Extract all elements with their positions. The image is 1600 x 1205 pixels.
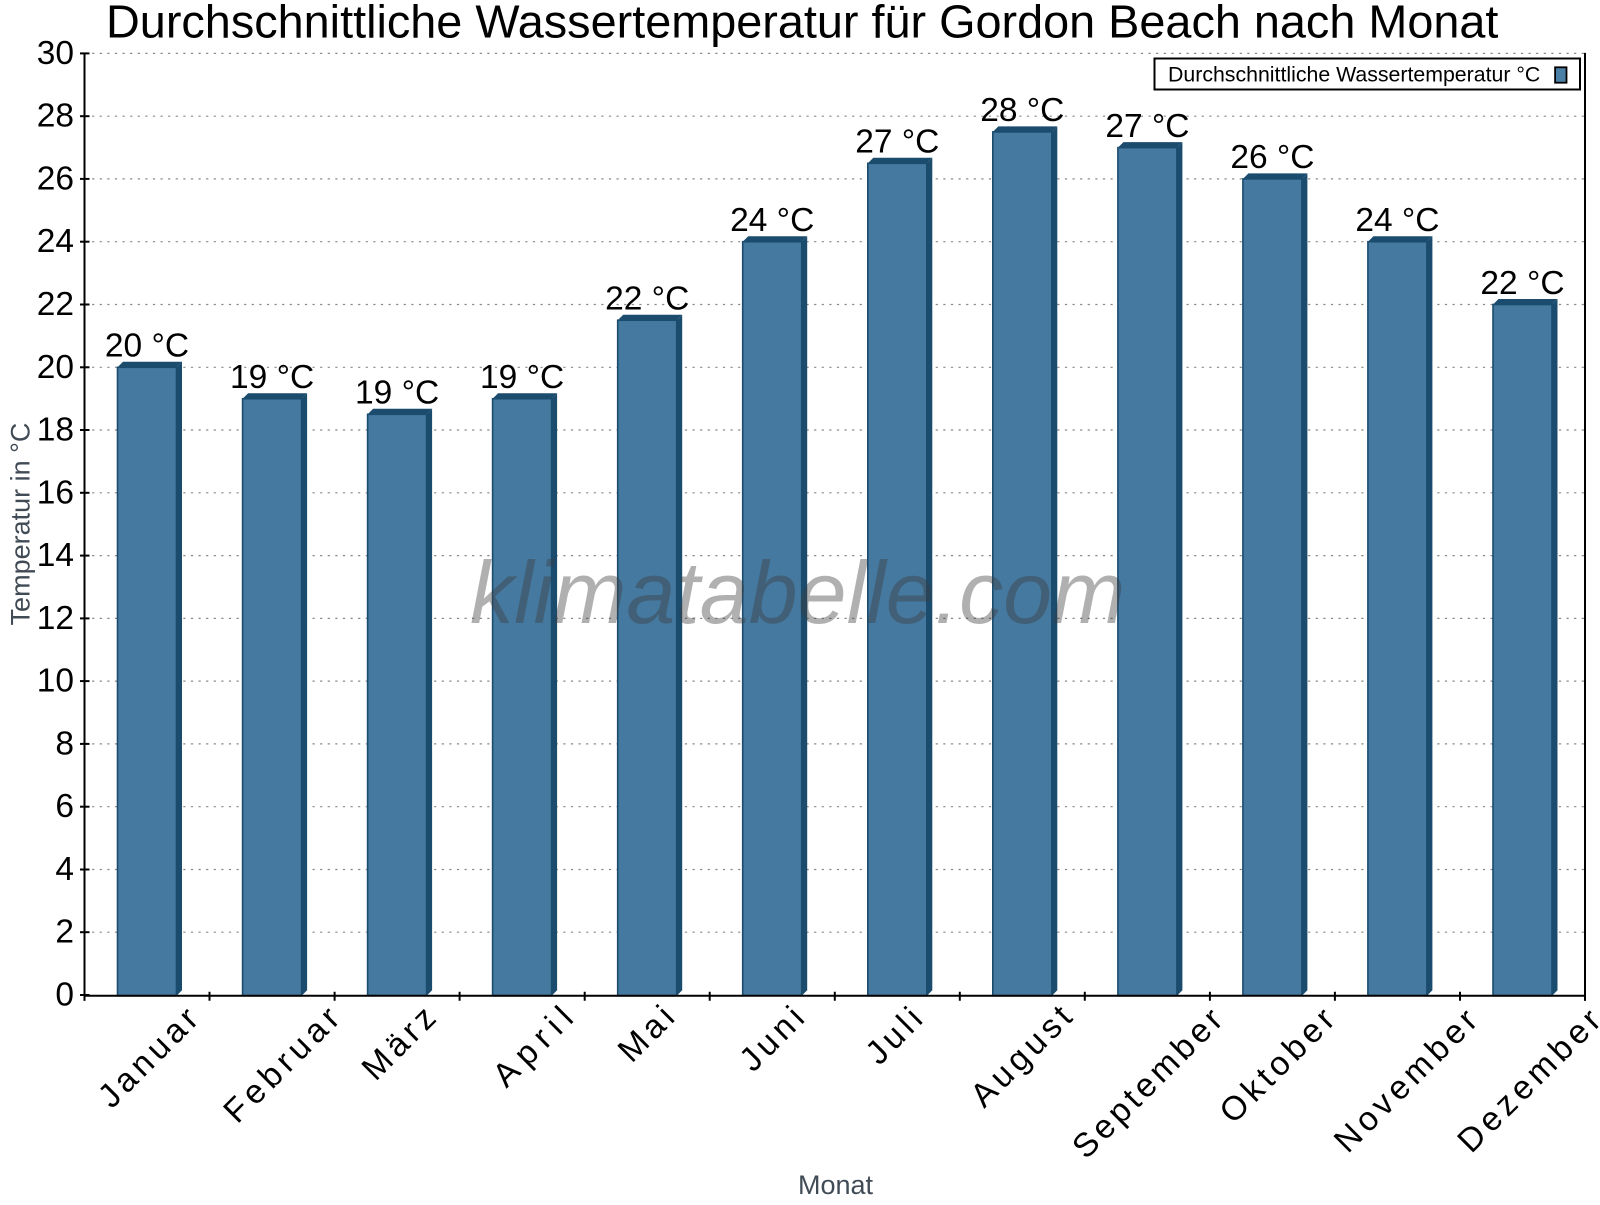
svg-text:30: 30 [37,35,74,72]
svg-text:4: 4 [55,851,74,888]
svg-text:20 °C: 20 °C [105,328,189,365]
svg-text:28: 28 [37,98,74,135]
svg-text:26: 26 [37,160,74,197]
svg-text:18: 18 [37,412,74,449]
svg-text:0: 0 [55,977,74,1014]
svg-text:19 °C: 19 °C [355,375,439,412]
svg-text:2: 2 [55,914,74,951]
svg-text:klimatabelle.com: klimatabelle.com [470,543,1125,642]
svg-text:Durchschnittliche Wassertemper: Durchschnittliche Wassertemperatur °C [1168,63,1540,87]
svg-text:27 °C: 27 °C [1105,108,1189,145]
svg-text:10: 10 [37,663,74,700]
svg-text:20: 20 [37,349,74,386]
svg-text:12: 12 [37,600,74,637]
svg-text:16: 16 [37,474,74,511]
svg-text:27 °C: 27 °C [855,124,939,161]
svg-text:22 °C: 22 °C [605,281,689,318]
svg-text:19 °C: 19 °C [480,359,564,396]
svg-text:Temperatur in °C: Temperatur in °C [6,423,36,626]
svg-text:22: 22 [37,286,74,323]
svg-text:8: 8 [55,725,74,762]
svg-text:14: 14 [37,537,74,574]
svg-text:Durchschnittliche Wassertemper: Durchschnittliche Wassertemperatur für G… [106,0,1498,48]
svg-text:6: 6 [55,788,74,825]
svg-text:28 °C: 28 °C [980,92,1064,129]
svg-text:24 °C: 24 °C [1355,202,1439,239]
svg-text:24: 24 [37,223,74,260]
svg-text:19 °C: 19 °C [230,359,314,396]
svg-text:22 °C: 22 °C [1480,265,1564,302]
svg-text:Monat: Monat [798,1170,874,1200]
svg-text:26 °C: 26 °C [1230,139,1314,176]
svg-text:24 °C: 24 °C [730,202,814,239]
